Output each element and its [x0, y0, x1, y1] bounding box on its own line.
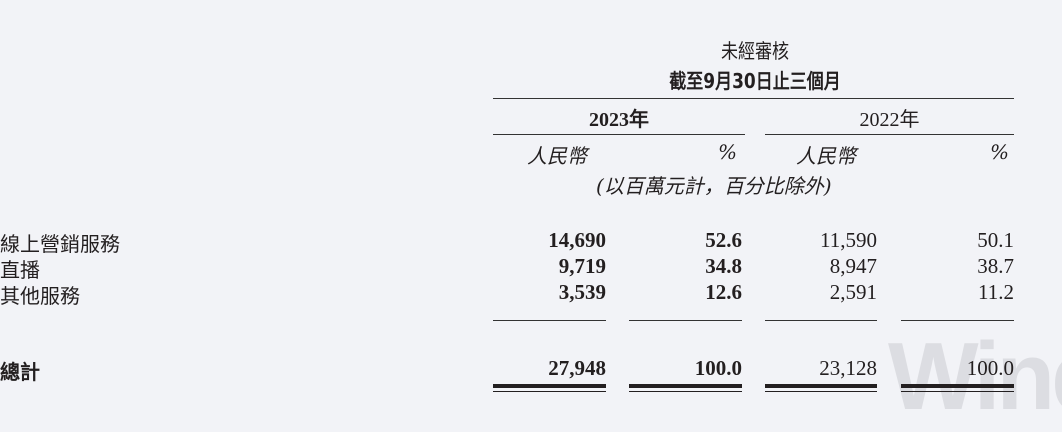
- row-label: 線上營銷服務: [0, 232, 120, 256]
- table-title: 未經審核: [721, 39, 789, 63]
- percent-2023: %: [718, 140, 738, 164]
- double-rule: [629, 384, 742, 388]
- total-2023: 27,948: [548, 356, 606, 380]
- total-label: 總計: [0, 360, 40, 384]
- percent-2023: 12.6: [705, 280, 742, 304]
- value-2022: 11,590: [820, 228, 877, 252]
- year-2023-rule: [493, 134, 745, 135]
- double-rule: [901, 384, 1014, 388]
- value-2022: 8,947: [829, 254, 877, 278]
- percent-2023: 52.6: [705, 228, 742, 252]
- period-heading: 截至9月30日止三個月: [669, 69, 841, 93]
- subtotal-rule: [493, 320, 606, 321]
- double-rule: [493, 384, 606, 388]
- header-rule: [493, 98, 1014, 99]
- percent-2022: 38.7: [977, 254, 1014, 278]
- subtotal-rule: [901, 320, 1014, 321]
- year-2023: 2023年: [589, 109, 649, 131]
- total-percent-2023: 100.0: [694, 356, 742, 380]
- percent-2022: 50.1: [977, 228, 1014, 252]
- double-rule: [765, 391, 877, 392]
- value-2023: 9,719: [558, 254, 606, 278]
- row-label: 直播: [0, 258, 40, 282]
- year-2022-rule: [765, 134, 1014, 135]
- total-percent-2022: 100.0: [966, 356, 1014, 380]
- currency-2023: 人民幣: [527, 144, 587, 168]
- percent-2022: 11.2: [978, 280, 1014, 304]
- double-rule: [901, 391, 1014, 392]
- double-rule: [629, 391, 742, 392]
- unit-note: (以百萬元計，百分比除外): [596, 174, 832, 198]
- value-2023: 14,690: [548, 228, 606, 252]
- percent-2022: %: [990, 140, 1010, 164]
- year-2022: 2022年: [859, 109, 920, 131]
- row-label: 其他服務: [0, 284, 80, 308]
- subtotal-rule: [765, 320, 877, 321]
- double-rule: [765, 384, 877, 388]
- double-rule: [493, 391, 606, 392]
- value-2023: 3,539: [558, 280, 606, 304]
- total-2022: 23,128: [819, 356, 877, 380]
- percent-2023: 34.8: [705, 254, 742, 278]
- subtotal-rule: [629, 320, 742, 321]
- value-2022: 2,591: [829, 280, 877, 304]
- currency-2022: 人民幣: [796, 144, 856, 168]
